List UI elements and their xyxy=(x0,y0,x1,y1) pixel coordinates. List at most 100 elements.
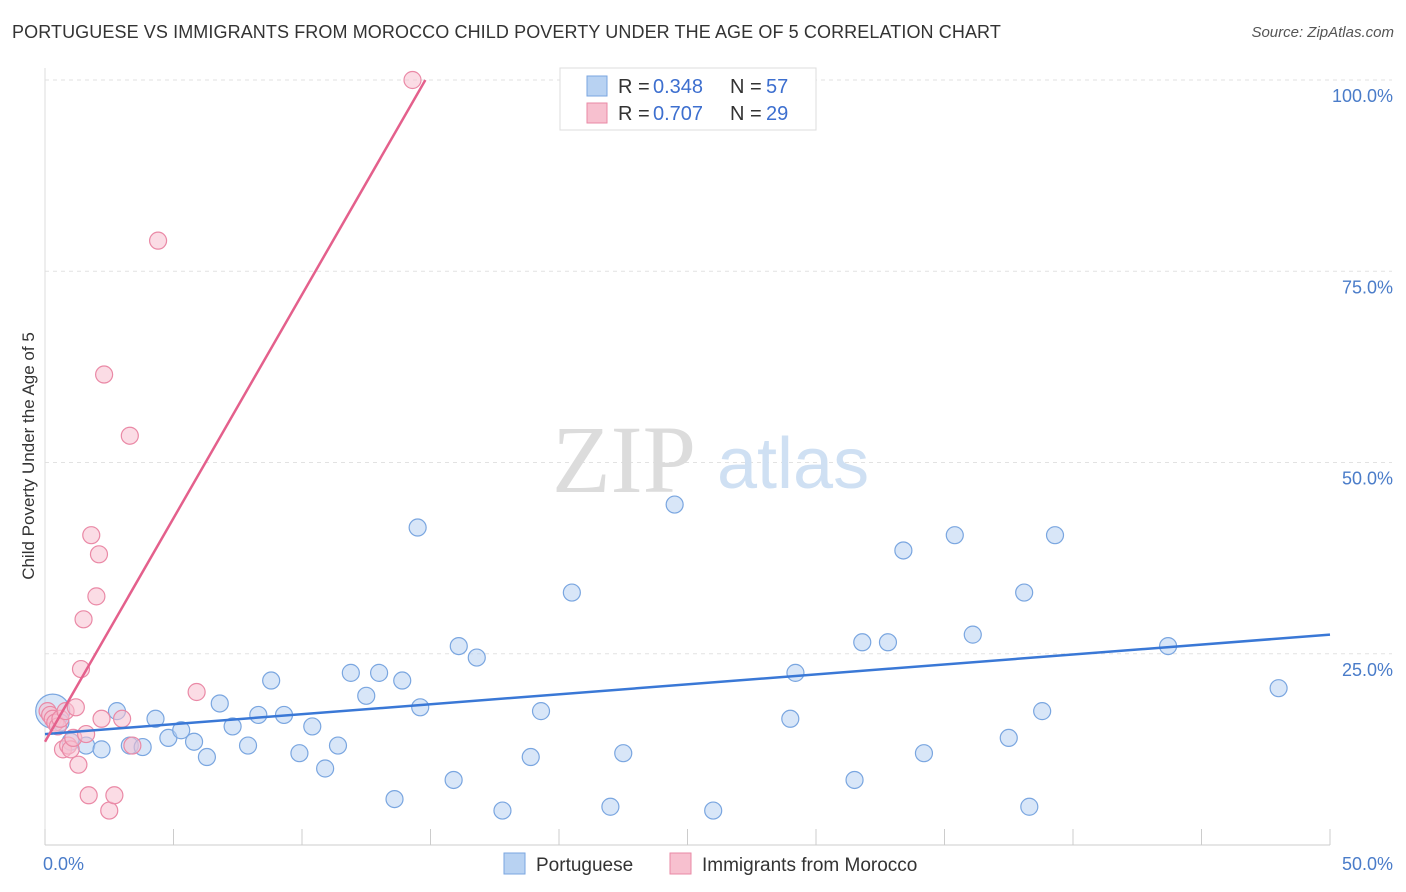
morocco-point xyxy=(123,736,142,755)
morocco-point xyxy=(120,426,139,445)
portuguese-point xyxy=(521,747,540,767)
portuguese-point xyxy=(357,686,376,705)
morocco-point xyxy=(77,724,96,744)
morocco-point xyxy=(112,709,132,728)
morocco-point xyxy=(105,786,124,805)
portuguese-point xyxy=(1045,526,1065,545)
morocco-point xyxy=(87,587,106,606)
portuguese-point xyxy=(894,541,913,560)
morocco-point xyxy=(403,70,422,90)
portuguese-points xyxy=(35,495,1288,820)
series-legend: Portuguese Immigrants from Morocco xyxy=(503,852,917,876)
legend-r-value-morocco: 0.707 xyxy=(653,103,703,125)
portuguese-point xyxy=(172,721,191,740)
portuguese-point xyxy=(999,728,1018,748)
portuguese-point xyxy=(781,709,800,728)
morocco-point xyxy=(66,698,85,717)
portuguese-point xyxy=(328,736,348,755)
y-tick-labels: 25.0% 50.0% 75.0% 100.0% xyxy=(1332,86,1393,680)
legend-n-label-morocco: N = xyxy=(730,103,762,125)
legend-r-value-portuguese: 0.348 xyxy=(653,76,703,98)
portuguese-point xyxy=(614,744,633,763)
portuguese-point xyxy=(449,636,468,656)
portuguese-point xyxy=(92,740,111,759)
series-legend-swatch-morocco xyxy=(669,852,692,875)
morocco-point xyxy=(82,526,101,545)
chart-source: Source: ZipAtlas.com xyxy=(1251,24,1394,41)
portuguese-point xyxy=(562,583,581,602)
portuguese-point xyxy=(197,747,217,767)
portuguese-point xyxy=(210,694,229,713)
series-legend-label-morocco: Immigrants from Morocco xyxy=(702,855,917,876)
portuguese-point xyxy=(290,744,309,763)
y-tick-label: 75.0% xyxy=(1342,277,1393,297)
legend-swatch-morocco xyxy=(586,102,608,124)
morocco-points xyxy=(38,70,422,820)
grid-lines xyxy=(45,79,1392,655)
morocco-trend-line xyxy=(43,79,427,743)
legend-r-label-portuguese: R = xyxy=(618,76,650,98)
portuguese-point xyxy=(945,526,964,545)
x-tick-label-min: 0.0% xyxy=(43,854,84,874)
morocco-point xyxy=(79,786,98,805)
portuguese-point xyxy=(316,759,335,778)
morocco-point xyxy=(187,682,206,702)
portuguese-point xyxy=(493,801,512,820)
portuguese-point xyxy=(1020,797,1039,816)
legend-swatch-portuguese xyxy=(586,75,608,97)
series-legend-swatch-portuguese xyxy=(503,852,526,875)
morocco-point xyxy=(148,231,168,250)
portuguese-point xyxy=(262,671,281,690)
portuguese-point xyxy=(665,495,684,514)
morocco-point xyxy=(92,709,111,728)
portuguese-point xyxy=(408,518,427,537)
morocco-point xyxy=(95,365,114,384)
portuguese-point xyxy=(249,705,268,725)
portuguese-point xyxy=(385,789,404,809)
portuguese-point xyxy=(1269,679,1288,698)
y-tick-label: 25.0% xyxy=(1342,660,1393,680)
morocco-point xyxy=(89,545,109,564)
x-axis-ticks xyxy=(44,829,1331,845)
portuguese-point xyxy=(878,633,898,652)
portuguese-point xyxy=(963,625,982,644)
y-tick-label: 50.0% xyxy=(1342,469,1393,489)
portuguese-point xyxy=(303,717,322,736)
legend-r-label-morocco: R = xyxy=(618,103,650,125)
portuguese-point xyxy=(238,736,258,755)
portuguese-trend-line xyxy=(44,633,1331,736)
legend-n-label-portuguese: N = xyxy=(730,76,762,98)
legend-n-value-morocco: 29 xyxy=(766,103,788,125)
portuguese-point xyxy=(444,770,463,790)
y-axis-label: Child Poverty Under the Age of 5 xyxy=(19,332,38,580)
portuguese-point xyxy=(184,732,204,751)
portuguese-point xyxy=(601,797,620,816)
portuguese-point xyxy=(223,717,242,736)
portuguese-point xyxy=(786,663,805,682)
portuguese-point xyxy=(1015,583,1034,602)
portuguese-point xyxy=(704,801,723,820)
portuguese-point xyxy=(531,702,551,721)
portuguese-point xyxy=(1033,702,1052,721)
portuguese-point xyxy=(146,709,165,728)
morocco-point xyxy=(69,755,88,774)
watermark-zip: ZIP xyxy=(552,406,696,513)
portuguese-point xyxy=(411,698,430,717)
portuguese-point xyxy=(914,744,934,763)
portuguese-point xyxy=(370,663,389,682)
portuguese-point xyxy=(467,648,486,667)
morocco-point xyxy=(100,801,119,820)
portuguese-point xyxy=(845,770,864,790)
watermark: ZIP atlas xyxy=(552,406,869,513)
legend-n-value-portuguese: 57 xyxy=(766,76,788,98)
portuguese-point xyxy=(341,663,360,682)
y-tick-label: 100.0% xyxy=(1332,86,1393,106)
x-tick-label-max: 50.0% xyxy=(1342,854,1393,874)
portuguese-point xyxy=(393,671,412,690)
stats-legend: R = 0.348 N = 57 R = 0.707 N = 29 xyxy=(559,67,817,131)
chart-title: PORTUGUESE VS IMMIGRANTS FROM MOROCCO CH… xyxy=(12,22,1001,42)
watermark-atlas: atlas xyxy=(717,424,869,504)
portuguese-point xyxy=(853,633,872,652)
series-legend-label-portuguese: Portuguese xyxy=(536,855,633,876)
